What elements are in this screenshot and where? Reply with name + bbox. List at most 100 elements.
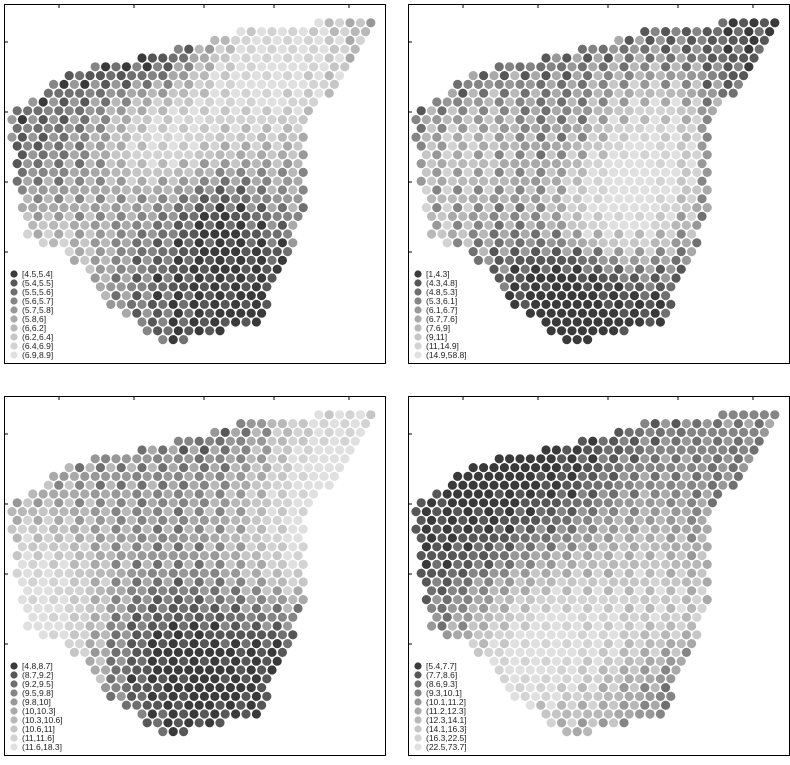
spot-point <box>640 647 650 657</box>
spot-point <box>603 498 613 508</box>
spot-point <box>697 463 707 473</box>
spot-point <box>510 247 520 257</box>
spot-point <box>692 489 702 499</box>
spot-point <box>687 141 697 151</box>
spot-point <box>246 132 256 142</box>
spot-point <box>442 185 452 195</box>
spot-point <box>583 317 593 327</box>
spot-point <box>210 229 220 239</box>
spot-point <box>205 612 215 622</box>
spot-point <box>69 647 79 657</box>
spot-point <box>158 621 168 631</box>
spot-point <box>90 150 100 160</box>
spot-point <box>17 185 27 195</box>
spot-point <box>288 185 298 195</box>
spot-point <box>629 255 639 265</box>
spot-point <box>562 141 572 151</box>
spot-point <box>666 194 676 204</box>
spot-point <box>179 335 189 345</box>
spot-point <box>609 489 619 499</box>
spot-point <box>427 141 437 151</box>
spot-point <box>184 326 194 336</box>
spot-point <box>106 568 116 578</box>
spot-point <box>80 647 90 657</box>
spot-point <box>49 595 59 605</box>
spot-point <box>215 454 225 464</box>
spot-point <box>267 97 277 107</box>
spot-point <box>525 238 535 248</box>
spot-point <box>80 577 90 587</box>
spot-point <box>267 255 277 265</box>
spot-point <box>515 454 525 464</box>
spot-point <box>137 194 147 204</box>
spot-point <box>121 79 131 89</box>
spot-point <box>510 515 520 525</box>
spot-point <box>179 498 189 508</box>
spot-point <box>427 106 437 116</box>
spot-point <box>702 27 712 37</box>
spot-point <box>309 44 319 54</box>
spot-point <box>132 203 142 213</box>
spot-point <box>645 427 655 437</box>
spot-point <box>85 480 95 490</box>
spot-point <box>231 568 241 578</box>
spot-point <box>520 568 530 578</box>
spot-point <box>432 115 442 125</box>
spot-point <box>64 551 74 561</box>
spot-point <box>69 167 79 177</box>
spot-point <box>262 691 272 701</box>
spot-point <box>12 123 22 133</box>
spot-point <box>609 524 619 534</box>
spot-point <box>598 542 608 552</box>
spot-point <box>583 264 593 274</box>
spot-point <box>671 489 681 499</box>
spot-point <box>179 709 189 719</box>
spot-point <box>489 463 499 473</box>
spot-point <box>257 132 267 142</box>
legend-swatch <box>414 342 422 350</box>
spot-point <box>168 445 178 455</box>
spot-point <box>583 247 593 257</box>
spot-point <box>624 211 634 221</box>
spot-point <box>562 176 572 186</box>
spot-point <box>640 524 650 534</box>
spot-point <box>163 167 173 177</box>
spot-point <box>75 551 85 561</box>
spot-point <box>111 150 121 160</box>
spot-point <box>468 551 478 561</box>
spot-point <box>577 167 587 177</box>
spot-point <box>262 106 272 116</box>
spot-point <box>101 454 111 464</box>
spot-point <box>137 123 147 133</box>
spot-point <box>640 577 650 587</box>
spot-point <box>588 185 598 195</box>
spot-point <box>473 185 483 195</box>
spot-point <box>645 639 655 649</box>
spot-point <box>236 489 246 499</box>
spot-point <box>531 568 541 578</box>
spot-point <box>205 665 215 675</box>
spot-point <box>225 203 235 213</box>
spot-point <box>184 291 194 301</box>
spot-point <box>298 167 308 177</box>
spot-point <box>619 44 629 54</box>
spot-point <box>551 317 561 327</box>
spot-point <box>173 454 183 464</box>
spot-point <box>515 255 525 265</box>
spot-point <box>557 291 567 301</box>
spot-point <box>447 480 457 490</box>
spot-point <box>499 247 509 257</box>
spot-point <box>442 559 452 569</box>
spot-point <box>251 194 261 204</box>
spot-point <box>90 454 100 464</box>
spot-point <box>614 515 624 525</box>
spot-point <box>189 229 199 239</box>
spot-point <box>473 471 483 481</box>
spot-point <box>137 53 147 63</box>
spot-point <box>416 515 426 525</box>
spot-point <box>697 551 707 561</box>
spot-point <box>85 159 95 169</box>
spot-point <box>49 115 59 125</box>
spot-point <box>421 577 431 587</box>
spot-point <box>515 507 525 517</box>
